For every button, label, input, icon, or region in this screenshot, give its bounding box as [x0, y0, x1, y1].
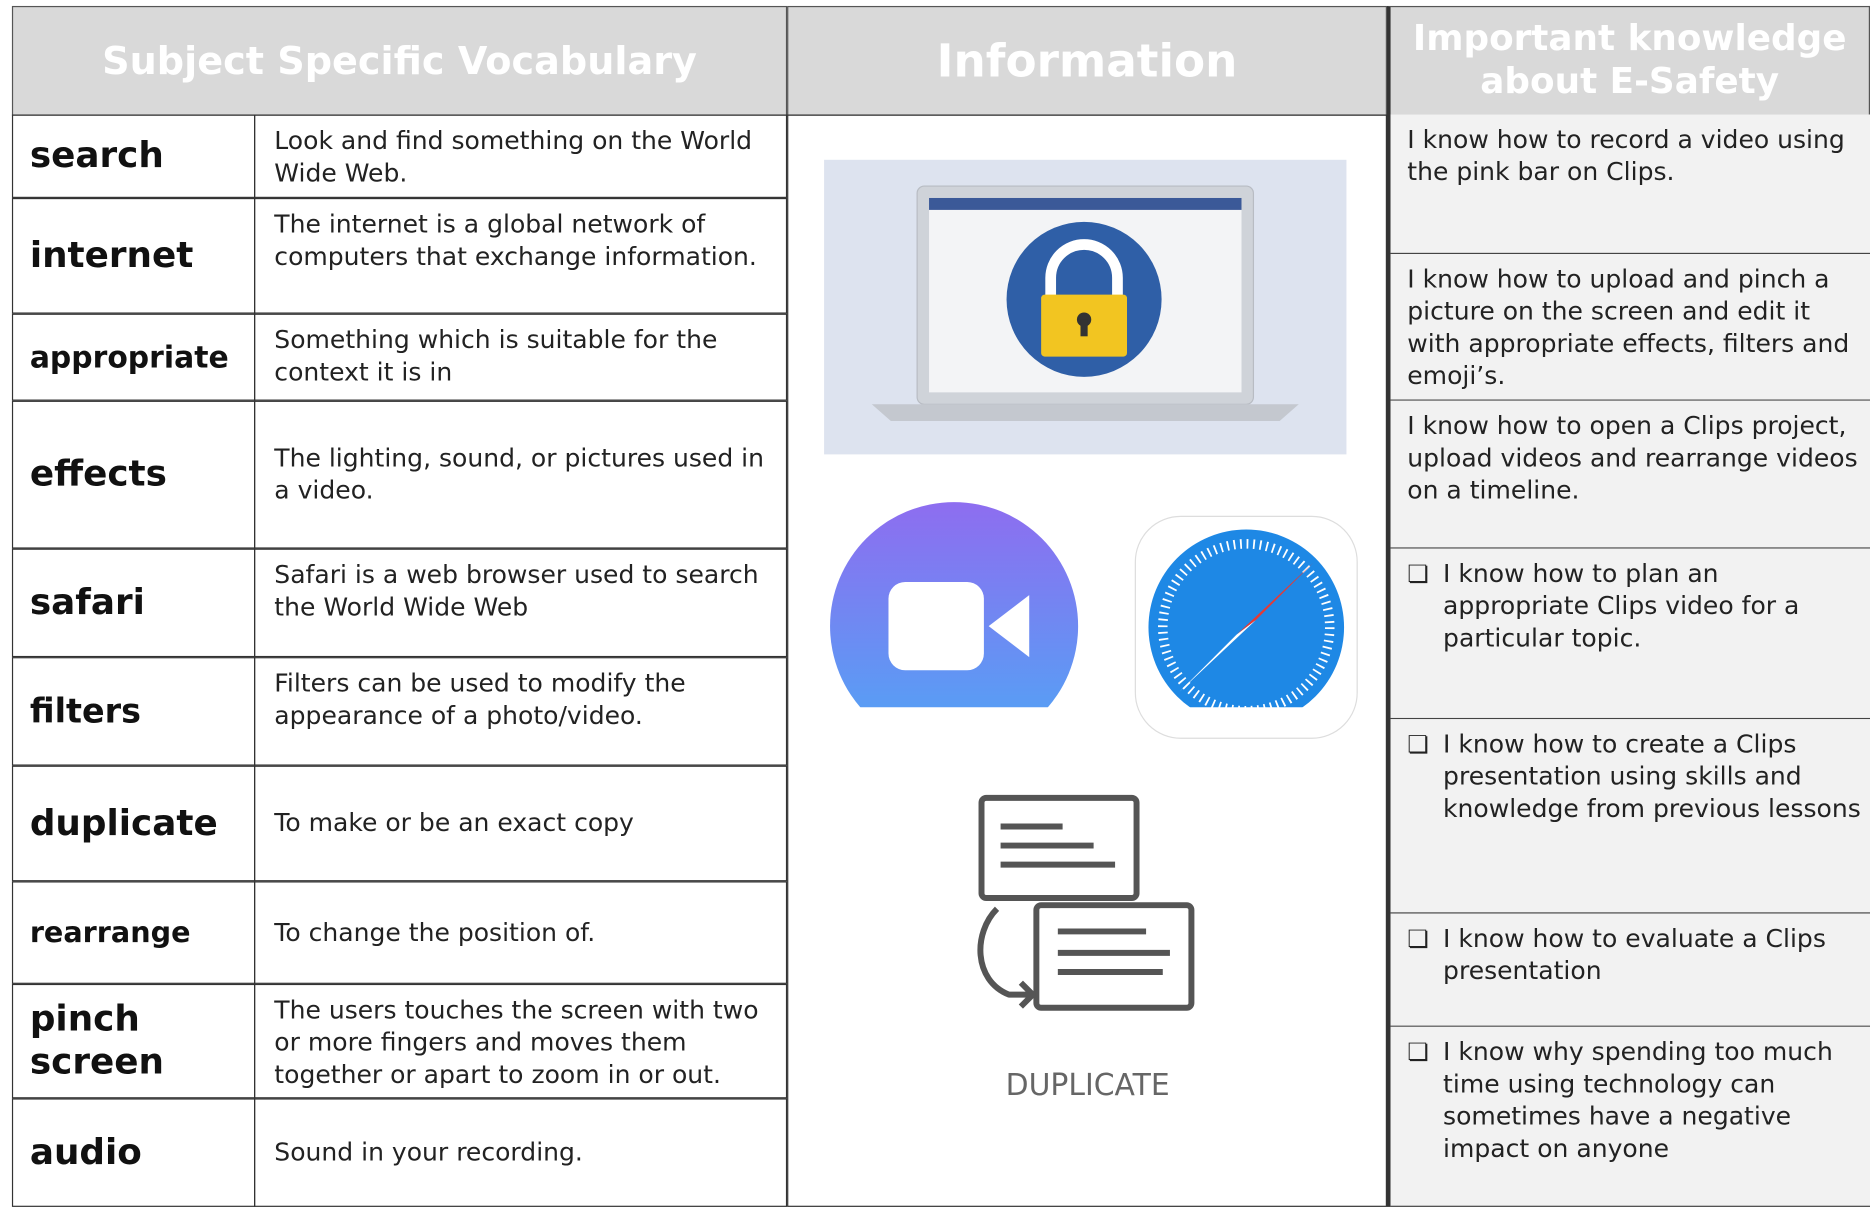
vocab-word: effects: [11, 400, 256, 549]
info-header: Information: [787, 5, 1387, 116]
knowledge-item: I know how to open a Clips project, uplo…: [1390, 400, 1870, 549]
vocab-word: audio: [11, 1098, 256, 1207]
lock-image: [824, 159, 1347, 455]
vocab-definition: Sound in your recording.: [254, 1098, 788, 1207]
checkbox: ❏: [1407, 729, 1429, 759]
vocab-definition: To make or be an exact copy: [254, 765, 788, 882]
knowledge-panel: I know how to record a video using the p…: [1386, 114, 1870, 1207]
vocab-definition: The users touches the screen with two or…: [254, 983, 788, 1099]
knowledge-text: I know how to create a Clips presentatio…: [1443, 729, 1861, 823]
checkbox: ❏: [1407, 924, 1429, 953]
vocab-header: Subject Specific Vocabulary: [11, 5, 788, 116]
knowledge-item: I know how to upload and pinch a picture…: [1390, 254, 1870, 401]
checkbox: ❏: [1407, 1037, 1429, 1067]
knowledge-text: I know how to evaluate a Clips presentat…: [1443, 924, 1826, 986]
knowledge-text: I know why spending too much time using …: [1443, 1037, 1833, 1163]
knowledge-item: ❏ I know how to plan an appropriate Clips…: [1390, 548, 1870, 720]
info-panel: DUPLICATE: [787, 114, 1387, 1207]
vocab-word: safari: [11, 548, 256, 658]
vocab-word: duplicate: [11, 765, 256, 882]
vocab-definition: The internet is a global network of comp…: [254, 197, 788, 314]
knowledge-header: Important knowledge about E-Safety: [1386, 5, 1870, 116]
info-images: DUPLICATE: [824, 159, 1358, 1103]
vocab-definition: Something which is suitable for the cont…: [254, 313, 788, 401]
knowledge-item: ❏ I know how to evaluate a Clips presenta…: [1390, 913, 1870, 1027]
vocab-word: rearrange: [11, 881, 256, 984]
knowledge-item: ❏ I know how to create a Clips presentati…: [1390, 719, 1870, 914]
vocab-definition: The lighting, sound, or pictures used in…: [254, 400, 788, 549]
duplicate-icon: [977, 794, 1195, 1011]
vocab-definition: Filters can be used to modify the appear…: [254, 657, 788, 766]
vocab-definition: Look and find something on the World Wid…: [254, 114, 788, 198]
vocab-word: filters: [11, 657, 256, 766]
knowledge-text: I know how to plan an appropriate Clips …: [1443, 559, 1800, 653]
vocab-definition: To change the position of.: [254, 881, 788, 984]
vocab-word: search: [11, 114, 256, 198]
vocab-definition: Safari is a web browser used to search t…: [254, 548, 788, 658]
knowledge-item: I know how to record a video using the p…: [1390, 114, 1870, 255]
duplicate-caption: DUPLICATE: [1006, 1068, 1170, 1103]
vocab-word: appropriate: [11, 313, 256, 401]
knowledge-item: ❏ I know why spending too much time using…: [1390, 1026, 1870, 1207]
vocab-word: pinch screen: [11, 983, 256, 1099]
checkbox: ❏: [1407, 559, 1429, 588]
vocab-word: internet: [11, 197, 256, 314]
